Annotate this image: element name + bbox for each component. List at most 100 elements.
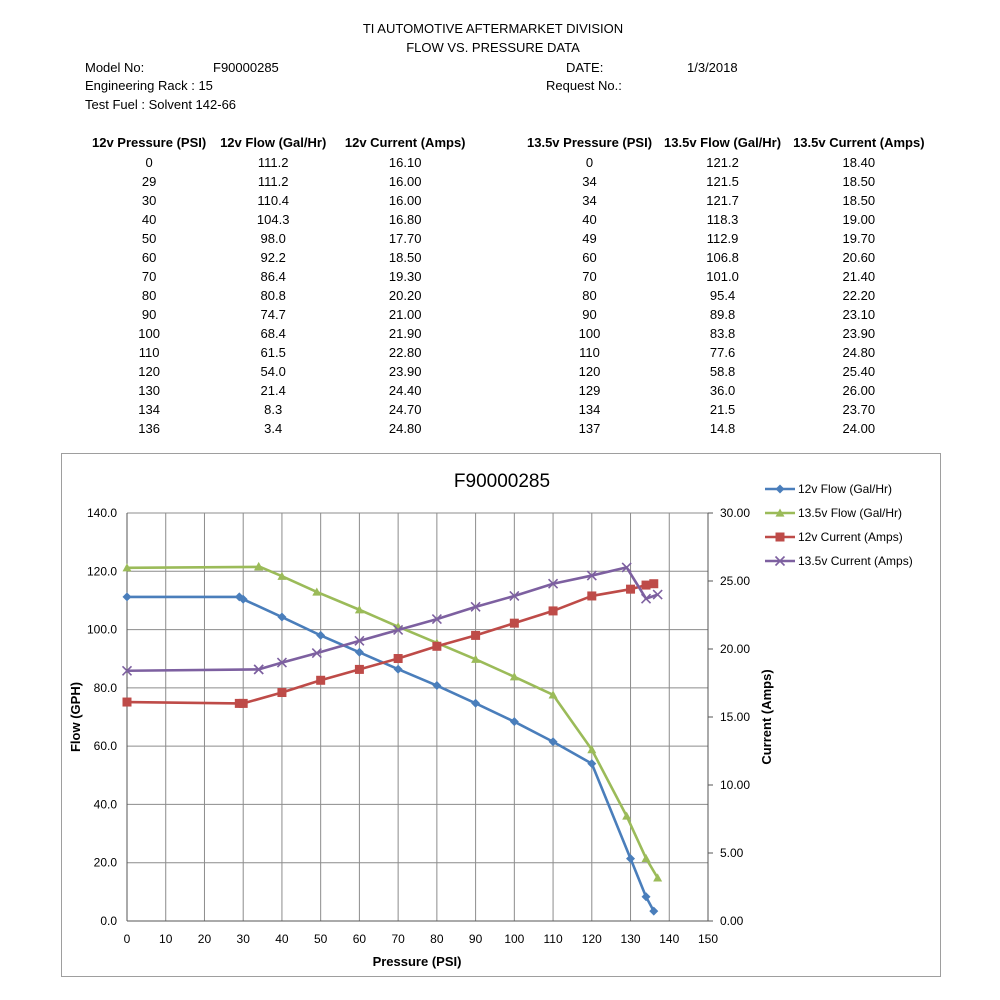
data-point (432, 641, 442, 651)
y2-tick-label: 25.00 (720, 574, 750, 588)
y-tick-label: 60.0 (94, 739, 118, 753)
data-point (641, 853, 651, 862)
marker-stroke (253, 664, 264, 675)
table-row: 29 111.2 16.00 (86, 172, 476, 191)
model-value: F90000285 (213, 60, 279, 75)
table-row: 70 101.0 21.40 (521, 267, 931, 286)
data-point (122, 592, 132, 602)
table-cell: 112.9 (706, 231, 739, 246)
x-tick-label: 30 (237, 932, 251, 946)
table-row: 100 83.8 23.90 (521, 324, 931, 343)
x-tick-label: 10 (159, 932, 173, 946)
table-row: 70 86.4 19.30 (86, 267, 476, 286)
data-point (276, 657, 287, 668)
table-cell: 16.00 (388, 193, 422, 208)
request-label: Request No.: (546, 78, 622, 93)
table-cell: 80.8 (260, 288, 286, 303)
marker-stroke (621, 562, 632, 573)
data-point (653, 873, 663, 882)
table-row: 49 112.9 19.70 (521, 229, 931, 248)
date-label: DATE: (566, 60, 604, 75)
table-header-row: 13.5v Pressure (PSI) 13.5v Flow (Gal/Hr) 1… (521, 131, 931, 153)
x-tick-label: 60 (353, 932, 367, 946)
marker-stroke (431, 614, 442, 625)
chart-area: 0 10 20 30 40 50 60 70 80 90 100 110 120 130 140 150 0.0… (61, 453, 941, 977)
table-cell: 17.70 (388, 231, 422, 246)
table-row: 40 104.3 16.80 (86, 210, 476, 229)
data-point (277, 612, 287, 622)
marker-stroke (586, 570, 597, 581)
table-row: 129 36.0 26.00 (521, 381, 931, 400)
x-tick-label: 120 (582, 932, 602, 946)
x-tick-label: 40 (275, 932, 289, 946)
marker-stroke (548, 578, 559, 589)
table-cell: 30 (141, 193, 157, 208)
table-cell: 130 (138, 383, 160, 398)
table-cell: 21.90 (388, 326, 422, 341)
data-point (432, 681, 442, 691)
table-cell: 134 (578, 402, 601, 417)
table-cell: 23.70 (842, 402, 876, 417)
series-line (126, 566, 659, 673)
x-tick-label: 80 (430, 932, 444, 946)
data-point (587, 759, 597, 769)
date-value: 1/3/2018 (687, 60, 738, 75)
legend-marker (775, 532, 785, 542)
table-cell: 18.50 (842, 193, 876, 208)
y-tick-label: 120.0 (87, 564, 117, 578)
legend-marker (775, 508, 785, 517)
table-cell: 60 (141, 250, 157, 265)
table-cell: 19.00 (842, 212, 876, 227)
table-cell: 24.00 (842, 421, 876, 436)
table-cell: 0 (145, 155, 153, 170)
y2-axis-title: Current (Amps) (759, 669, 774, 764)
data-point (354, 647, 364, 657)
table-row: 130 21.4 24.40 (86, 381, 476, 400)
table-cell: 16.80 (388, 212, 422, 227)
table-cell: 24.70 (388, 402, 422, 417)
data-point (254, 561, 264, 570)
table-cell: 16.10 (388, 155, 422, 170)
table-cell: 98.0 (260, 231, 286, 246)
table-cell: 23.90 (388, 364, 422, 379)
data-point (626, 584, 636, 594)
x-tick-label: 90 (469, 932, 483, 946)
x-axis-title: Pressure (PSI) (373, 954, 462, 969)
x-tick-label: 70 (391, 932, 405, 946)
table-cell: 14.8 (709, 421, 736, 436)
report-title: TI AUTOMOTIVE AFTERMARKET DIVISION (362, 21, 624, 36)
data-point (470, 601, 481, 612)
table-row: 40 118.3 19.00 (521, 210, 931, 229)
y2-tick-label: 15.00 (720, 710, 750, 724)
table-cell: 21.4 (260, 383, 286, 398)
x-tick-label: 110 (543, 932, 562, 946)
data-point (277, 688, 287, 698)
table-cell: 22.80 (388, 345, 422, 360)
table-cell: 121.7 (706, 193, 739, 208)
table-cell: 24.80 (388, 421, 422, 436)
table-cell: 40 (582, 212, 597, 227)
data-point (354, 605, 364, 614)
column-header: 13.5v Flow (Gal/Hr) (664, 134, 782, 150)
x-tick-label: 0 (124, 932, 131, 946)
test-fuel: Test Fuel : Solvent 142-66 (85, 97, 237, 112)
series-line (126, 582, 654, 705)
table-row: 80 80.8 20.20 (86, 286, 476, 305)
table-cell: 89.8 (709, 307, 736, 322)
table-cell: 23.10 (842, 307, 876, 322)
table-cell: 16.00 (388, 174, 422, 189)
table-cell: 110 (579, 345, 600, 360)
x-tick-label: 50 (314, 932, 328, 946)
table-row: 137 14.8 24.00 (521, 419, 931, 438)
legend-label: 13.5v Current (Amps) (798, 554, 913, 568)
table-cell: 49 (582, 231, 597, 246)
data-point (548, 606, 558, 616)
marker-stroke (470, 601, 481, 612)
data-point (471, 698, 481, 708)
table-cell: 106.8 (706, 250, 739, 265)
table-cell: 40 (141, 212, 157, 227)
marker-stroke (640, 593, 652, 604)
report-subtitle: FLOW VS. PRESSURE DATA (406, 40, 580, 55)
table-cell: 21.40 (842, 269, 876, 284)
data-point (621, 562, 632, 573)
